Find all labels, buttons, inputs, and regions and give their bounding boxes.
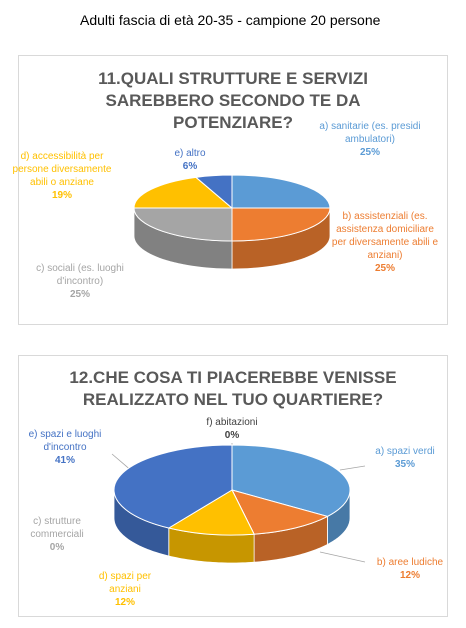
slice-percent: 0%	[49, 542, 65, 553]
slice-label: c) sociali (es. luoghi d'incontro) 25%	[35, 262, 125, 301]
slice-name: a) sanitarie (es. presidi ambulatori)	[319, 121, 421, 145]
slice-percent: 6%	[182, 161, 198, 172]
leader-line	[319, 551, 366, 563]
slice-percent: 25%	[374, 263, 395, 274]
slice-name: b) assistenziali (es. assistenza domicil…	[331, 211, 439, 261]
slice-name: f) abitazioni	[206, 417, 258, 428]
page-title: Adulti fascia di età 20-35 - campione 20…	[80, 12, 381, 28]
slice-name: c) strutture commerciali	[30, 516, 84, 540]
pie-slice	[113, 444, 233, 529]
slice-label: f) abitazioni 0%	[192, 416, 272, 442]
slice-percent: 25%	[359, 147, 380, 158]
pie-sides	[133, 207, 331, 270]
slice-name: e) spazi e luoghi d'incontro	[28, 429, 102, 453]
slice-label: a) spazi verdi 35%	[365, 445, 445, 471]
slice-label: a) sanitarie (es. presidi ambulatori) 25%	[315, 120, 425, 159]
chart-title: 12.CHE COSA TI PIACEREBBE VENISSE REALIZ…	[69, 368, 397, 409]
slice-name: d) accessibilità per persone diversament…	[12, 151, 112, 188]
pie-slice	[133, 207, 233, 242]
pie-slice	[133, 176, 234, 209]
pie-tops	[133, 174, 331, 242]
chart-title: 11.QUALI STRUTTURE E SERVIZI SAREBBERO S…	[98, 69, 368, 132]
slice-name: a) spazi verdi	[375, 446, 435, 457]
slice-label: d) accessibilità per persone diversament…	[12, 150, 112, 202]
chart-frame	[18, 355, 448, 617]
pie-tops	[113, 444, 351, 536]
pie-slice	[167, 489, 255, 536]
pie-slice	[194, 174, 233, 210]
slice-percent: 0%	[224, 430, 240, 441]
pie-slice	[231, 444, 351, 517]
leader-line	[339, 465, 366, 471]
pie-sides	[113, 489, 351, 564]
slice-percent: 41%	[54, 455, 75, 466]
slice-label: b) aree ludiche 12%	[370, 556, 450, 582]
slice-percent: 12%	[114, 597, 135, 608]
pie-slice	[231, 207, 331, 242]
slice-percent: 19%	[51, 190, 72, 201]
slice-percent: 35%	[394, 459, 415, 470]
pie-slice	[231, 489, 329, 535]
slice-percent: 25%	[69, 289, 90, 300]
slice-name: c) sociali (es. luoghi d'incontro)	[36, 263, 124, 287]
slice-name: e) altro	[174, 148, 206, 159]
pie-slice	[231, 174, 331, 209]
chart-frame	[18, 55, 448, 325]
slice-label: c) strutture commerciali 0%	[17, 515, 97, 554]
slice-name: b) aree ludiche	[376, 557, 444, 568]
slice-label: d) spazi per anziani 12%	[85, 570, 165, 609]
slice-percent: 12%	[399, 570, 420, 581]
slice-label: b) assistenziali (es. assistenza domicil…	[328, 210, 443, 275]
slice-label: e) altro 6%	[165, 147, 215, 173]
slice-label: e) spazi e luoghi d'incontro 41%	[15, 428, 115, 467]
slice-name: d) spazi per anziani	[98, 571, 152, 595]
